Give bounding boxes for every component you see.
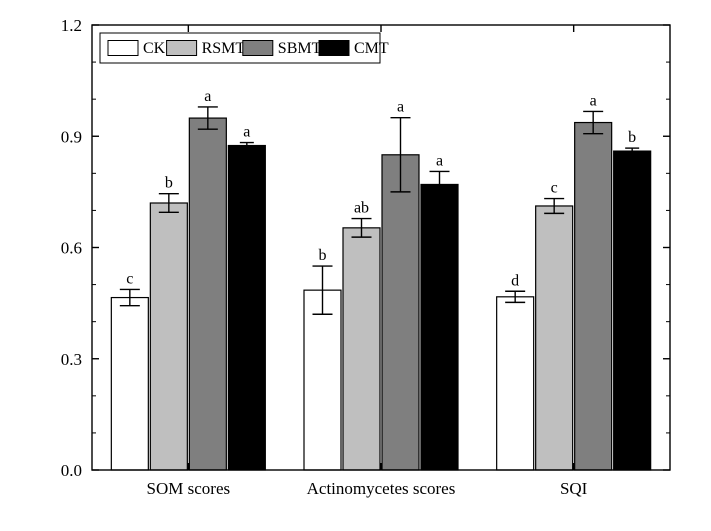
sig-letter: a bbox=[243, 124, 250, 141]
sig-letter: a bbox=[397, 99, 404, 116]
bar-SQI-CMT bbox=[614, 151, 651, 470]
bar-SOM-scores-RSMT bbox=[150, 203, 187, 470]
bar-Actinomycetes-scores-RSMT bbox=[343, 228, 380, 470]
sig-letter: ab bbox=[354, 200, 369, 217]
bar-SOM-scores-CK bbox=[111, 298, 148, 470]
bar-Actinomycetes-scores-CK bbox=[304, 290, 341, 470]
xtick-label: Actinomycetes scores bbox=[307, 479, 456, 498]
bar-SQI-RSMT bbox=[536, 206, 573, 470]
legend-label-RSMT: RSMT bbox=[202, 40, 246, 57]
ytick-label: 0.3 bbox=[61, 350, 82, 369]
legend-swatch-CK bbox=[108, 41, 138, 56]
sig-letter: b bbox=[628, 129, 636, 146]
sig-letter: b bbox=[165, 175, 173, 192]
bar-SOM-scores-SBMT bbox=[189, 118, 226, 470]
sig-letter: a bbox=[204, 88, 211, 105]
bar-chart-svg: cbaababaadcab0.00.30.60.91.2SOM scoresAc… bbox=[0, 0, 711, 531]
sig-letter: d bbox=[511, 272, 519, 289]
ytick-label: 1.2 bbox=[61, 16, 82, 35]
sig-letter: a bbox=[436, 152, 443, 169]
ytick-label: 0.9 bbox=[61, 127, 82, 146]
xtick-label: SOM scores bbox=[147, 479, 231, 498]
bar-Actinomycetes-scores-CMT bbox=[421, 184, 458, 470]
sig-letter: c bbox=[126, 270, 133, 287]
xtick-label: SQI bbox=[560, 479, 588, 498]
legend-swatch-RSMT bbox=[167, 41, 197, 56]
legend-label-CMT: CMT bbox=[354, 40, 389, 57]
legend-swatch-SBMT bbox=[243, 41, 273, 56]
legend-label-SBMT: SBMT bbox=[278, 40, 322, 57]
bar-SQI-CK bbox=[497, 297, 534, 470]
bar-SOM-scores-CMT bbox=[228, 146, 265, 470]
sig-letter: a bbox=[590, 92, 597, 109]
legend-swatch-CMT bbox=[319, 41, 349, 56]
bar-SQI-SBMT bbox=[575, 123, 612, 470]
bar-Actinomycetes-scores-SBMT bbox=[382, 155, 419, 470]
ytick-label: 0.0 bbox=[61, 461, 82, 480]
sig-letter: c bbox=[551, 180, 558, 197]
legend-label-CK: CK bbox=[143, 40, 166, 57]
bar-chart-container: cbaababaadcab0.00.30.60.91.2SOM scoresAc… bbox=[0, 0, 711, 531]
sig-letter: b bbox=[319, 247, 327, 264]
ytick-label: 0.6 bbox=[61, 239, 82, 258]
